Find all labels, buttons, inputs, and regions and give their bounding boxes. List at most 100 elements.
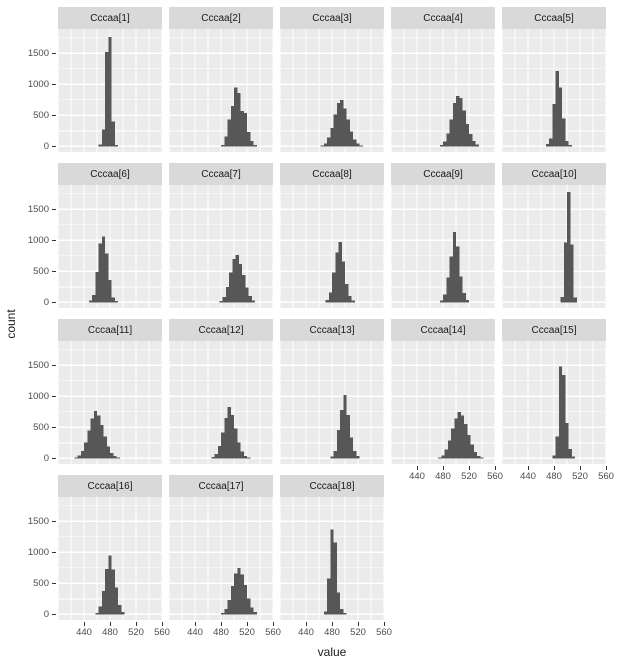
facet-strip: Cccaa[4] <box>391 7 495 29</box>
facet-strip: Cccaa[14] <box>391 319 495 341</box>
histogram-bar <box>247 132 251 147</box>
histogram-bar <box>111 297 115 303</box>
histogram-bar <box>101 236 106 303</box>
y-tick-label: 0 <box>43 452 49 464</box>
y-tick-label: 500 <box>33 109 49 121</box>
x-tick-label: 520 <box>128 627 144 638</box>
histogram-bar <box>338 241 342 303</box>
facet-panel <box>501 29 607 152</box>
histogram-bar <box>454 418 458 459</box>
facet-panel <box>279 341 385 464</box>
histogram-bar <box>108 555 112 615</box>
y-tick-mark <box>51 551 56 553</box>
histogram-bar <box>121 612 125 615</box>
histogram-bar <box>356 456 360 459</box>
y-tick-mark <box>51 270 56 272</box>
histogram-bar <box>446 277 450 303</box>
x-tick-mark <box>109 621 111 626</box>
histogram-bar <box>555 436 559 459</box>
histogram-bar <box>335 252 339 303</box>
histogram-bar <box>562 118 566 147</box>
x-tick-mark <box>494 465 496 470</box>
histogram-bar <box>234 87 238 147</box>
facet-strip: Cccaa[8] <box>280 163 384 185</box>
facet-strip-label: Cccaa[18] <box>309 480 355 492</box>
histogram-bar <box>90 418 94 459</box>
histogram-plot <box>168 497 274 620</box>
histogram-bar <box>340 100 344 147</box>
histogram-bar <box>470 444 474 459</box>
histogram-bar <box>441 455 445 459</box>
histogram-bar <box>230 414 234 459</box>
facet-panel <box>168 185 274 308</box>
histogram-bar <box>562 375 566 459</box>
histogram-bar <box>449 256 453 303</box>
histogram-plot <box>501 341 607 464</box>
histogram-plot <box>279 185 385 308</box>
histogram-bar <box>465 299 469 303</box>
x-tick-mark <box>383 621 385 626</box>
histogram-bar <box>243 112 247 147</box>
x-tick-label: 560 <box>265 627 281 638</box>
histogram-bar <box>570 244 574 303</box>
histogram-bar <box>346 414 350 459</box>
histogram-bar <box>439 300 443 303</box>
histogram-bar <box>114 301 119 303</box>
facet-strip: Cccaa[9] <box>391 163 495 185</box>
histogram-bar <box>336 592 341 615</box>
histogram-bar <box>333 114 337 147</box>
histogram-bar <box>336 102 341 147</box>
x-tick-label: 520 <box>461 471 477 482</box>
y-tick-label: 1500 <box>27 515 49 527</box>
y-tick-mark <box>51 364 56 366</box>
facet-strip: Cccaa[5] <box>502 7 606 29</box>
histogram-bar <box>229 272 233 303</box>
histogram-bar <box>320 145 324 147</box>
facet-strip: Cccaa[11] <box>58 319 162 341</box>
histogram-plot <box>390 185 496 308</box>
facet-panel <box>390 341 496 464</box>
histogram-bar <box>359 145 363 147</box>
histogram-bar <box>222 296 226 303</box>
histogram-bar <box>467 434 471 459</box>
x-tick-label: 520 <box>239 627 255 638</box>
histogram-bar <box>114 587 119 615</box>
histogram-bar <box>328 292 332 303</box>
x-tick-mark <box>605 465 607 470</box>
y-tick-mark <box>51 208 56 210</box>
facet-strip-label: Cccaa[2] <box>201 12 241 24</box>
facet-strip: Cccaa[6] <box>58 163 162 185</box>
histogram-bar <box>219 301 223 303</box>
histogram-plot <box>279 341 385 464</box>
histogram-bar <box>325 300 329 303</box>
y-tick-label: 1000 <box>27 390 49 402</box>
histogram-bar <box>460 415 465 459</box>
histogram-bar <box>111 121 115 147</box>
y-tick-mark <box>51 145 56 147</box>
facet-strip-label: Cccaa[12] <box>198 324 244 336</box>
facet-strip-label: Cccaa[13] <box>309 324 355 336</box>
histogram-bar <box>221 144 225 147</box>
histogram-bar <box>327 578 331 615</box>
facet-strip-label: Cccaa[5] <box>534 12 574 24</box>
histogram-bar <box>250 607 254 615</box>
y-tick-mark <box>51 395 56 397</box>
y-tick-mark <box>51 114 56 116</box>
histogram-bar <box>340 608 344 615</box>
histogram-bar <box>98 144 102 147</box>
facet-panel <box>279 29 385 152</box>
facet-strip: Cccaa[3] <box>280 7 384 29</box>
histogram-bar <box>103 436 107 459</box>
y-tick-mark <box>51 613 56 615</box>
histogram-bar <box>116 457 120 459</box>
histogram-bar <box>449 119 453 147</box>
x-tick-mark <box>331 621 333 626</box>
facet-strip: Cccaa[15] <box>502 319 606 341</box>
histogram-bar <box>224 418 228 459</box>
histogram-bar <box>438 457 442 459</box>
histogram-bar <box>473 452 478 459</box>
facet-strip: Cccaa[1] <box>58 7 162 29</box>
x-tick-mark <box>161 621 163 626</box>
histogram-bar <box>462 293 466 303</box>
histogram-bar <box>346 119 350 147</box>
